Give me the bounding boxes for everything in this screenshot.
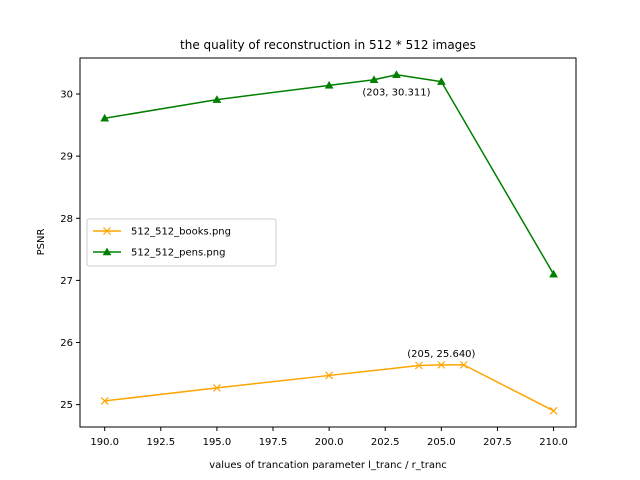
x-tick-label-4: 200.0 [315, 437, 344, 448]
legend-marker-1 [102, 247, 112, 256]
data-point-0-2 [325, 371, 334, 380]
x-tick-label-3: 197.5 [259, 437, 288, 448]
x-tick-label-0: 190.0 [90, 437, 119, 448]
x-tick-label-8: 210.0 [539, 437, 568, 448]
x-tick-label-2: 195.0 [203, 437, 232, 448]
x-tick-label-6: 205.0 [427, 437, 456, 448]
y-tick-label-1: 26 [60, 338, 73, 349]
x-tick-label-1: 192.5 [146, 437, 175, 448]
legend-marker-0 [103, 227, 111, 235]
legend-label-1: 512_512_pens.png [131, 248, 225, 259]
data-point-0-1 [212, 383, 221, 392]
legend-items: 512_512_books.png 512_512_pens.png [93, 227, 231, 259]
y-tick-label-4: 29 [60, 152, 73, 163]
data-point-0-5 [459, 360, 468, 369]
plot-frame [79, 57, 577, 428]
y-tick-label-5: 30 [60, 90, 73, 101]
legend: 512_512_books.png 512_512_pens.png [86, 218, 277, 267]
y-tick-label-3: 28 [60, 214, 73, 225]
y-tick-label-2: 27 [60, 276, 73, 287]
x-tick-label-7: 207.5 [483, 437, 512, 448]
annotations-layer: (203, 30.311) (205, 25.640) [362, 88, 475, 360]
y-axis-label: PSNR [36, 229, 47, 256]
data-point-1-5 [436, 77, 446, 85]
data-point-1-2 [324, 80, 334, 89]
legend-box [86, 218, 277, 267]
data-point-0-3 [414, 361, 423, 370]
x-tick-label-5: 202.5 [371, 437, 400, 448]
data-point-1-3 [369, 75, 379, 83]
data-point-1-6 [549, 269, 558, 278]
data-point-1-1 [212, 95, 222, 103]
markers-layer [100, 70, 558, 415]
legend-label-0: 512_512_books.png [131, 227, 231, 238]
data-point-1-4 [392, 70, 401, 78]
annotation-label-1: (205, 25.640) [407, 349, 475, 360]
y-tick-label-0: 25 [60, 400, 73, 411]
x-axis-ticks: 190.0 192.5 195.0 197.5 200.0 202.5 205.0 207.5… [90, 427, 568, 448]
data-point-0-4 [437, 360, 446, 369]
x-axis-label: values of trancation parameter l_tranc /… [209, 460, 447, 471]
chart-title: the quality of reconstruction in 512 * 5… [180, 38, 476, 52]
plot-area: (203, 30.311) (205, 25.640) [79, 57, 577, 428]
data-point-0-6 [549, 406, 558, 415]
annotation-label-0: (203, 30.311) [362, 88, 430, 99]
data-point-0-0 [100, 396, 109, 405]
data-point-1-0 [100, 113, 110, 122]
y-axis-ticks: 25 26 27 28 29 30 [60, 90, 80, 411]
